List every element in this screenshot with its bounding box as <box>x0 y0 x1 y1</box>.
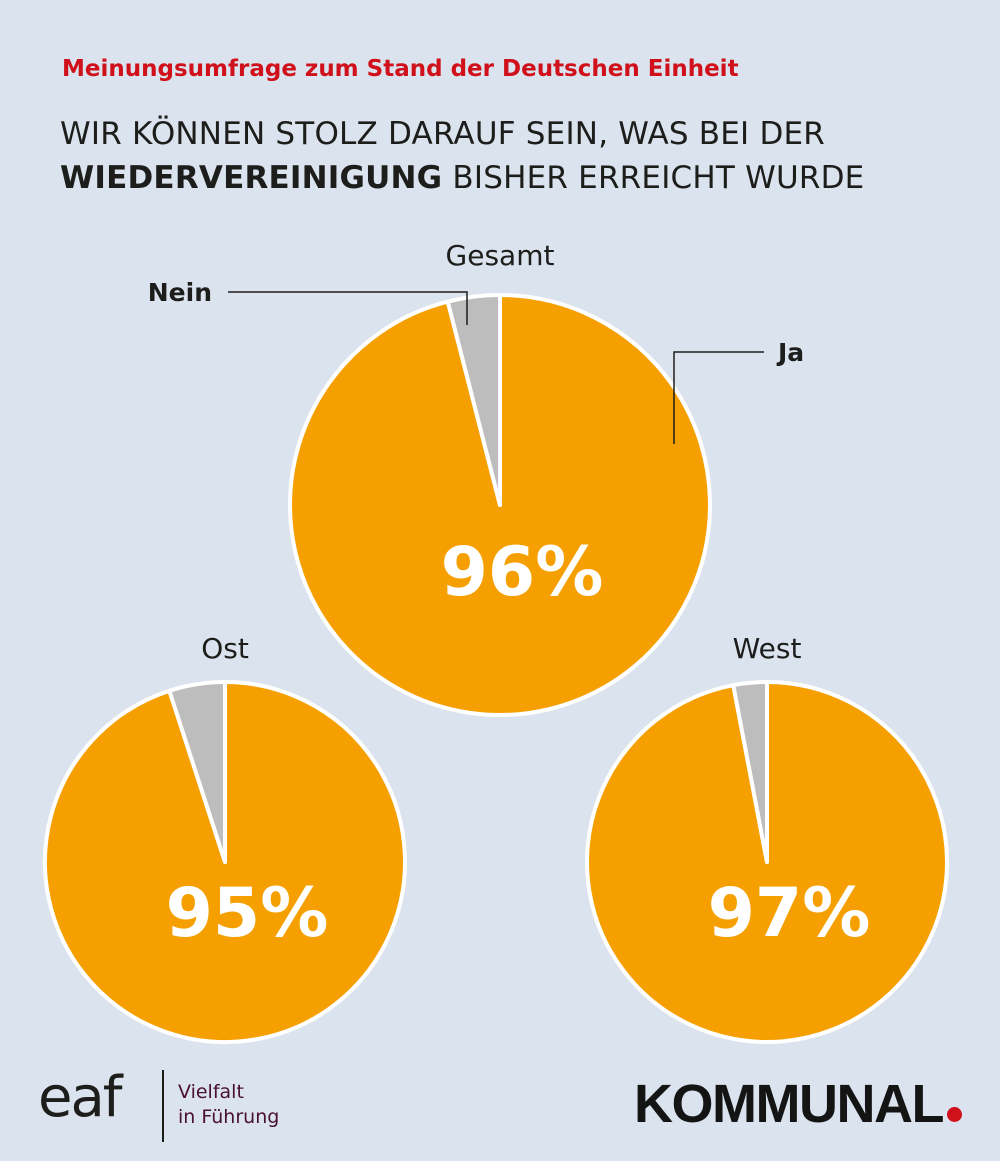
pie-slice-gesamt-nein <box>445 293 502 507</box>
eaf-logo: eaf Vielfalt in Führung <box>38 1066 288 1146</box>
callout-label-nein: Nein <box>148 278 212 307</box>
pie-ost <box>43 680 407 1044</box>
callout-line-nein <box>228 291 468 325</box>
headline: Wir können stolz darauf sein, was bei de… <box>60 112 960 200</box>
chart-title-west: West <box>733 632 802 665</box>
value-label-ost: 95% <box>166 874 329 953</box>
eaf-logo-tagline: Vielfalt in Führung <box>178 1080 279 1130</box>
chart-title-gesamt: Gesamt <box>446 239 555 272</box>
pie-gesamt <box>288 293 712 717</box>
pie-slice-west-nein <box>731 680 769 864</box>
callout-line-ja <box>673 351 764 444</box>
pie-slice-ost-nein <box>167 680 227 864</box>
kommunal-logo-dot <box>946 1107 962 1122</box>
eaf-tagline-line-2: in Führung <box>178 1106 280 1128</box>
value-label-gesamt: 96% <box>441 533 604 612</box>
headline-part-1: Wir können stolz darauf sein, was bei de… <box>60 116 826 152</box>
headline-bold: Wiedervereinigung <box>60 160 443 196</box>
kommunal-logo-text: KOMMUNAL <box>634 1074 944 1134</box>
pie-west <box>585 680 949 1044</box>
callout-label-ja: Ja <box>776 338 804 367</box>
chart-title-ost: Ost <box>201 632 249 665</box>
kommunal-logo: KOMMUNAL <box>634 1074 962 1134</box>
eaf-logo-mark: eaf <box>38 1065 122 1130</box>
eaf-logo-divider <box>162 1070 164 1142</box>
value-label-west: 97% <box>708 874 871 953</box>
supertitle: Meinungsumfrage zum Stand der Deutschen … <box>62 56 739 82</box>
headline-part-2: bisher erreicht wurde <box>442 160 865 196</box>
eaf-tagline-line-1: Vielfalt <box>178 1081 244 1103</box>
